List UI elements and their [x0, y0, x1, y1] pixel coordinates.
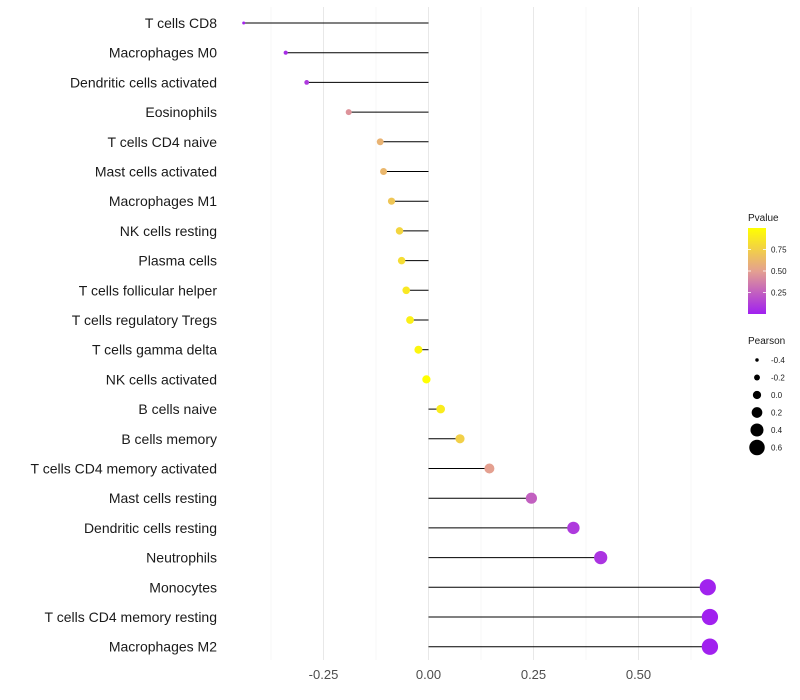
- data-point: [387, 197, 396, 205]
- category-label: T cells regulatory Tregs: [72, 312, 217, 328]
- data-point: [402, 286, 411, 295]
- size-legend-dot: [754, 374, 760, 381]
- colorbar-label: 0.50: [771, 267, 787, 276]
- size-legend-label: 0.0: [771, 391, 783, 400]
- category-label: T cells CD4 naive: [108, 134, 218, 150]
- pvalue-colorbar: [748, 228, 766, 314]
- category-label: T cells CD4 memory activated: [31, 461, 217, 477]
- data-point: [414, 345, 423, 354]
- data-point: [455, 434, 465, 444]
- data-point: [345, 109, 352, 116]
- category-label: T cells follicular helper: [79, 282, 218, 298]
- size-legend-label: -0.4: [771, 356, 785, 365]
- data-point: [525, 492, 538, 504]
- category-label: Eosinophils: [145, 104, 217, 120]
- size-legend-label: -0.2: [771, 374, 785, 383]
- data-point: [422, 375, 431, 384]
- size-legend-dot: [751, 407, 763, 418]
- data-point: [304, 80, 310, 85]
- data-point: [397, 256, 406, 265]
- category-label: NK cells activated: [106, 371, 217, 387]
- category-label: Neutrophils: [146, 550, 217, 566]
- colorbar-label: 0.75: [771, 246, 787, 255]
- x-tick-label: 0.00: [416, 667, 441, 682]
- category-label: B cells naive: [138, 401, 217, 417]
- colorbar-label: 0.25: [771, 289, 787, 298]
- category-label: Macrophages M0: [109, 45, 217, 61]
- data-point: [699, 579, 716, 596]
- stems: [243, 22, 710, 648]
- data-point: [242, 21, 246, 25]
- x-tick-label: 0.50: [626, 667, 651, 682]
- category-label: NK cells resting: [120, 223, 217, 239]
- category-label: Macrophages M1: [109, 193, 217, 209]
- category-label: Plasma cells: [138, 253, 217, 269]
- data-point: [283, 50, 288, 55]
- pvalue-legend-labels: 0.75 0.50 0.25: [748, 246, 787, 298]
- size-legend-label: 0.4: [771, 426, 783, 435]
- pearson-legend-title: Pearson: [748, 336, 785, 347]
- category-label: Mast cells activated: [95, 164, 217, 180]
- category-label: T cells gamma delta: [92, 342, 217, 358]
- points: [242, 21, 719, 655]
- data-point: [380, 168, 388, 175]
- category-label: Monocytes: [149, 579, 217, 595]
- data-point: [406, 316, 414, 324]
- size-legend-label: 0.6: [771, 444, 783, 453]
- category-label: B cells memory: [121, 431, 217, 447]
- data-point: [594, 551, 608, 565]
- category-label: T cells CD8: [145, 15, 217, 31]
- size-legend-dot: [752, 390, 762, 400]
- pearson-legend-items: -0.4 -0.2 0.0 0.2 0.4 0.6: [749, 356, 785, 456]
- data-point: [484, 463, 495, 474]
- data-point: [567, 521, 580, 535]
- data-point: [701, 638, 719, 655]
- legends: Pvalue 0.75 0.50 0.25 Pearson -0.4 -0.2 0.0 0…: [748, 213, 787, 456]
- data-point: [395, 227, 404, 235]
- category-label: Dendritic cells resting: [84, 520, 217, 536]
- data-point: [436, 404, 445, 414]
- size-legend-dot: [755, 358, 759, 362]
- data-point: [701, 608, 719, 626]
- size-legend-dot: [749, 439, 765, 456]
- x-tick-label: -0.25: [309, 667, 339, 682]
- size-legend-label: 0.2: [771, 409, 783, 418]
- x-axis-ticks: -0.25 0.00 0.25 0.50: [309, 667, 651, 682]
- size-legend-dot: [750, 423, 764, 437]
- category-label: Dendritic cells activated: [70, 74, 217, 90]
- grid-lines: [270, 7, 692, 660]
- x-tick-label: 0.25: [521, 667, 546, 682]
- category-label: Macrophages M2: [109, 639, 217, 655]
- category-label: T cells CD4 memory resting: [45, 609, 217, 625]
- data-point: [376, 138, 384, 146]
- pvalue-legend-title: Pvalue: [748, 213, 779, 224]
- category-label: Mast cells resting: [109, 490, 217, 506]
- category-labels: T cells CD8 Macrophages M0 Dendritic cells…: [31, 15, 218, 655]
